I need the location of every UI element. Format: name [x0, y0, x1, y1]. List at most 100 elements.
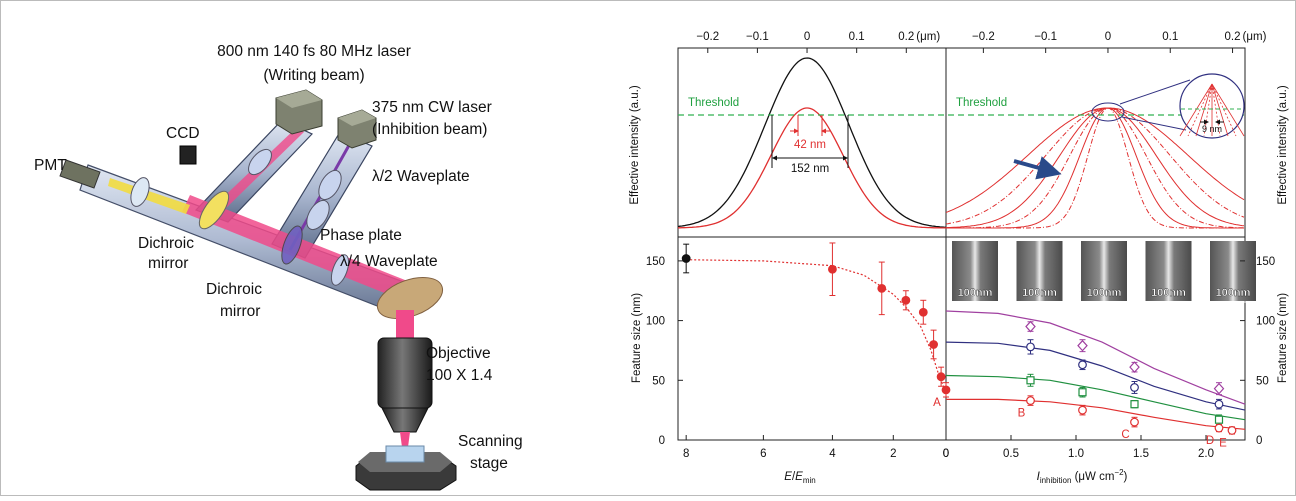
y-tick-label: 150 [1256, 256, 1275, 268]
data-point [918, 307, 928, 317]
sem-image [952, 241, 998, 301]
data-point [877, 283, 887, 293]
x-tick-label: 0.2 [898, 31, 914, 43]
fit-curve [686, 259, 947, 393]
x-axis-label-part: (μW cm [1071, 471, 1114, 483]
fit-curve [945, 310, 1246, 405]
x-tick-label: −0.2 [972, 31, 995, 43]
inhibited-profile [946, 107, 1245, 229]
stage-label: Scanning [458, 433, 523, 450]
y-axis-label: Effective intensity (a.u.) [629, 85, 641, 204]
setup-labels: 800 nm 140 fs 80 MHz laser (Writing beam… [34, 43, 523, 472]
data-point [941, 385, 951, 395]
x-tick-label: 2 [890, 448, 896, 460]
x-axis-label-part: ) [1124, 471, 1128, 483]
scale-label: 100nm [1087, 287, 1122, 299]
inhibited-profile [946, 107, 1245, 213]
zoom-profile [1203, 83, 1213, 137]
inhibited-profile [946, 107, 1244, 229]
x-tick-label: 6 [760, 448, 766, 460]
x-axis-label-part: inhibition [1040, 476, 1072, 485]
data-point [901, 295, 911, 305]
data-point [936, 372, 946, 382]
scale-label: 100nm [1022, 287, 1057, 299]
x-tick-label: 0.1 [1162, 31, 1178, 43]
y-tick-label: 50 [652, 375, 665, 387]
point-label: D [1206, 435, 1214, 447]
x-tick-label: 4 [829, 448, 836, 460]
point-label: C [1121, 429, 1129, 441]
zoom-profile [1195, 83, 1213, 137]
data-point [1227, 426, 1237, 435]
half-waveplate-label: λ/2 Waveplate [372, 168, 470, 185]
writing-beam-label: (Writing beam) [263, 67, 364, 84]
sem-image [1145, 241, 1192, 301]
sem-image [1210, 241, 1256, 301]
y-tick-label: 0 [1256, 435, 1262, 447]
data-point [1026, 342, 1035, 352]
y-tick-label: 50 [1256, 375, 1269, 387]
x-axis-label-part: E [784, 471, 792, 483]
x-tick-label: 1.0 [1068, 448, 1084, 460]
data-point [1214, 423, 1224, 433]
x-tick-label: 0.2 [1225, 31, 1241, 43]
x-unit-label: (μm) [916, 31, 940, 43]
x-tick-label: 0.5 [1003, 448, 1019, 460]
threshold-label: Threshold [956, 97, 1007, 109]
dichroic-label: mirror [148, 255, 188, 272]
inhibited-profile [946, 107, 1245, 225]
x-tick-label: −0.1 [1034, 31, 1057, 43]
sem-image [1081, 241, 1127, 301]
profile-curves [946, 107, 1245, 229]
inhibition-laser-label: 375 nm CW laser [372, 99, 492, 116]
zoom-profile [1211, 83, 1229, 137]
writing-profile [678, 57, 946, 228]
y-axis-label: Feature size (nm) [631, 293, 643, 383]
x-axis-label-part: E [795, 471, 803, 483]
zoom-line [1119, 79, 1191, 105]
x-tick-label: 1.5 [1133, 448, 1149, 460]
zoom-profile [1211, 83, 1245, 137]
data-point [929, 340, 938, 349]
sem-image [1016, 241, 1063, 301]
zoom-profile [1211, 83, 1221, 137]
x-tick-label: 2.0 [1198, 448, 1214, 460]
x-axis-label-part: min [803, 476, 816, 485]
pmt-label: PMT [34, 157, 67, 174]
ccd-label: CCD [166, 125, 200, 142]
point-label: A [933, 397, 941, 409]
y-tick-label: 0 [659, 435, 665, 447]
y-tick-label: 150 [646, 256, 665, 268]
x-axis-label: E/Emin [784, 471, 815, 485]
intensity-profiles: −0.2 −0.1 0 0.1 0.2 (μm)Threshold−0.2 −0.1 0 0.1… [629, 31, 1289, 229]
phase-plate-label: Phase plate [320, 227, 402, 244]
dichroic-label: Dichroic [206, 281, 262, 298]
dichroic-label: Dichroic [138, 235, 194, 252]
x-tick-label: −0.1 [746, 31, 769, 43]
dichroic-label: mirror [220, 303, 260, 320]
x-unit-label: (μm) [1243, 31, 1267, 43]
x-tick-label: −0.2 [696, 31, 719, 43]
zoom-profile [1211, 83, 1237, 137]
x-tick-label: 0 [943, 448, 949, 460]
trend-arrow [1013, 156, 1062, 180]
stage-label: stage [470, 455, 508, 472]
scale-label: 100nm [1216, 287, 1251, 299]
profile-curves [678, 57, 946, 229]
sem-insets: 100nm 100nm 100nm 100nm 100nm [952, 241, 1256, 303]
objective-label: Objective [426, 345, 491, 362]
objective-label: 100 X 1.4 [426, 367, 493, 384]
data-point [1129, 361, 1140, 374]
fit-curve [945, 341, 1246, 411]
x-axis-label-part: −2 [1114, 468, 1124, 477]
y-tick-label: 100 [1256, 316, 1275, 328]
scale-label: 100nm [958, 287, 993, 299]
wide-width-label: 152 nm [791, 163, 829, 175]
zoom-width-label: 9 nm [1202, 124, 1222, 134]
data-point [1078, 360, 1087, 370]
y-tick-label: 100 [646, 316, 665, 328]
data-point [1078, 388, 1087, 397]
